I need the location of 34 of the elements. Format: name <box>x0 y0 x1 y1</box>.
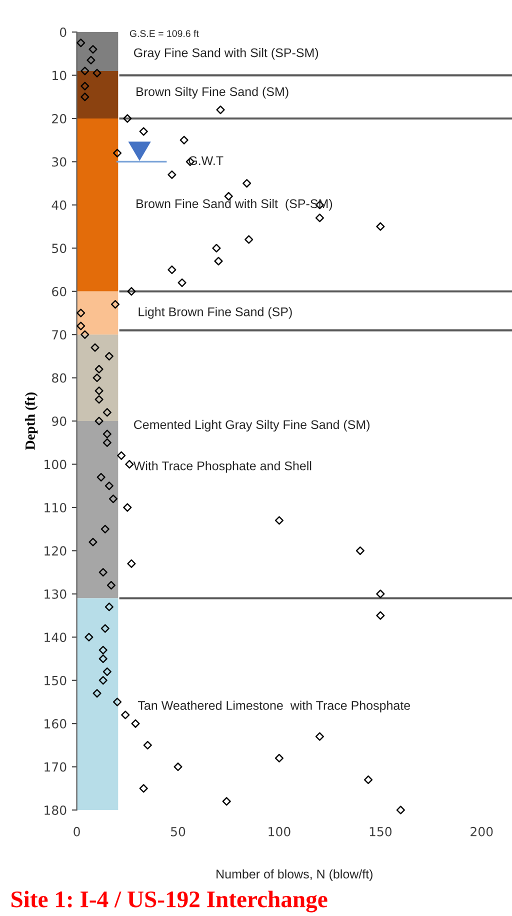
x-tick-label: 200 <box>470 826 493 836</box>
y-tick-label: 50 <box>52 244 66 254</box>
annotation: Tan Weathered Limestone with Trace Phosphate <box>138 700 410 712</box>
y-tick-label: 20 <box>52 114 66 124</box>
annotation: Cemented Light Gray Silty Fine Sand (SM) <box>134 420 370 432</box>
annotation: Gray Fine Sand with Silt (SP-SM) <box>134 48 318 60</box>
annotation: G.S.E = 109.6 ft <box>130 30 199 38</box>
y-tick-label: 140 <box>44 632 66 642</box>
annotation: With Trace Phosphate and Shell <box>133 461 312 473</box>
x-tick-label: 50 <box>171 826 186 836</box>
x-tick-label: 150 <box>370 826 392 836</box>
y-tick-label: 30 <box>52 157 66 167</box>
x-axis-title: Number of blows, N (blow/ft) <box>216 869 372 881</box>
y-tick-label: 0 <box>60 28 66 37</box>
y-tick-label: 150 <box>44 676 66 686</box>
y-tick-label: 170 <box>44 762 66 772</box>
y-tick-label: 100 <box>44 460 66 470</box>
y-tick-label: 160 <box>44 719 66 729</box>
y-tick-label: 10 <box>52 70 66 80</box>
y-tick-label: 120 <box>44 546 66 556</box>
annotation: Light Brown Fine Sand (SP) <box>138 307 292 319</box>
y-tick-label: 80 <box>52 373 66 383</box>
y-tick-label: 90 <box>52 416 66 426</box>
y-tick-label: 40 <box>52 200 66 210</box>
y-tick-label: 180 <box>44 805 66 815</box>
text: Site 1: I-4 / US-192 Interchange <box>12 890 328 912</box>
y-tick-label: 70 <box>52 330 66 340</box>
y-tick-label: 60 <box>52 286 66 296</box>
x-tick-label: 100 <box>268 826 290 836</box>
y-axis-title: Depth (ft) <box>24 392 38 450</box>
x-tick-label: 0 <box>74 826 80 836</box>
y-tick-label: 110 <box>44 502 66 512</box>
annotation: Brown Silty Fine Sand (SM) <box>136 86 288 99</box>
y-tick-label: 130 <box>44 589 66 599</box>
